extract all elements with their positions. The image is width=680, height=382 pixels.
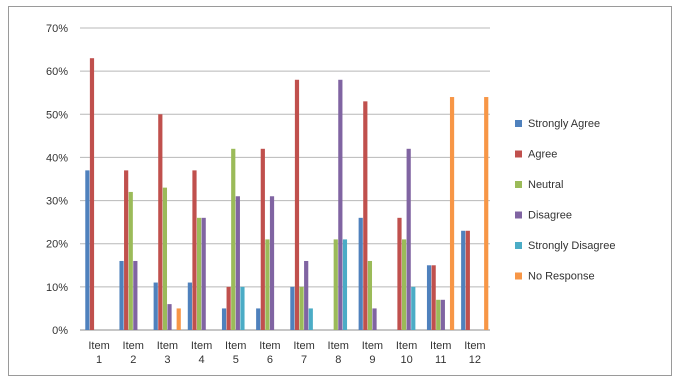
bar (119, 260, 124, 330)
bar (260, 148, 265, 330)
legend-swatch (515, 272, 522, 280)
bar (342, 239, 348, 330)
bar (436, 299, 441, 330)
bar (440, 299, 445, 330)
y-tick-label: 20% (46, 239, 68, 251)
x-category-label: Item 10 (396, 340, 417, 366)
bar (133, 260, 138, 330)
bar (89, 58, 95, 330)
bar (226, 286, 231, 330)
bar (176, 308, 181, 330)
y-tick-label: 50% (46, 109, 68, 121)
legend-swatch (515, 150, 522, 158)
legend-swatch (515, 242, 522, 249)
bar (290, 286, 295, 330)
x-category-label: Item 12 (464, 340, 485, 366)
x-category-label: Item 4 (191, 340, 212, 366)
bar (367, 260, 373, 330)
bar (192, 170, 197, 330)
bar (406, 148, 411, 330)
bar (308, 308, 313, 330)
legend-label: Strongly Agree (528, 118, 600, 130)
bar (372, 308, 377, 330)
bar (256, 308, 261, 330)
legend-swatch (515, 120, 522, 127)
bar (449, 97, 455, 331)
bar (231, 148, 236, 330)
bar (401, 239, 407, 330)
bar (294, 79, 300, 331)
bar (187, 282, 192, 330)
y-tick-label: 40% (46, 152, 68, 164)
bar (358, 217, 363, 330)
bar (411, 286, 416, 330)
y-tick-label: 30% (46, 196, 68, 208)
bar (158, 114, 163, 331)
y-tick-label: 0% (52, 325, 68, 337)
legend-label: Agree (528, 149, 557, 161)
bar (240, 286, 245, 330)
bar (235, 196, 240, 330)
y-tick-label: 10% (46, 282, 68, 294)
bar (426, 265, 432, 330)
y-tick-label: 70% (46, 23, 68, 35)
bar (124, 170, 129, 330)
x-category-label: Item 11 (430, 340, 451, 366)
bars (85, 58, 489, 331)
legend-label: Disagree (528, 210, 572, 222)
bar (201, 217, 206, 330)
y-tick-label: 60% (46, 66, 68, 78)
legend: Strongly Agree Agree Neutral Disagree Strong… (515, 118, 615, 283)
bar (363, 101, 368, 330)
x-category-label: Item 6 (259, 340, 280, 366)
bar (196, 217, 202, 330)
bar (333, 239, 338, 330)
legend-label: No Response (528, 271, 595, 283)
x-category-label: Item 7 (293, 340, 314, 366)
x-category-label: Item 5 (225, 340, 246, 366)
bar (167, 304, 172, 330)
bar (465, 230, 470, 330)
bar (484, 97, 489, 331)
x-category-label: Item 3 (157, 340, 178, 366)
x-category-label: Item 1 (88, 340, 109, 366)
x-category-label: Item 8 (328, 340, 349, 366)
bar (269, 196, 275, 330)
bar (304, 260, 309, 330)
bar (153, 282, 158, 330)
legend-label: Neutral (528, 179, 563, 191)
bar (299, 286, 304, 330)
bar (461, 230, 466, 330)
x-category-label: Item 2 (123, 340, 144, 366)
y-axis-tick-labels: 0% 10% 20% 30% 40% 50% 60% 70% (46, 23, 68, 337)
bar (338, 79, 343, 331)
legend-label: Strongly Disagree (528, 240, 615, 252)
x-axis-category-labels: Item 1 Item 2 Item 3 Item 4 Item 5 Item 6 Item 7 Item 8… (88, 340, 485, 366)
bar (85, 170, 90, 330)
bar (265, 239, 270, 330)
gridlines (80, 27, 490, 331)
x-category-label: Item 9 (362, 340, 383, 366)
bar (162, 187, 168, 330)
bar (128, 191, 133, 330)
bar (431, 265, 436, 330)
bar (397, 217, 402, 330)
bar (221, 308, 227, 330)
legend-swatch (515, 181, 522, 188)
legend-swatch (515, 211, 522, 219)
